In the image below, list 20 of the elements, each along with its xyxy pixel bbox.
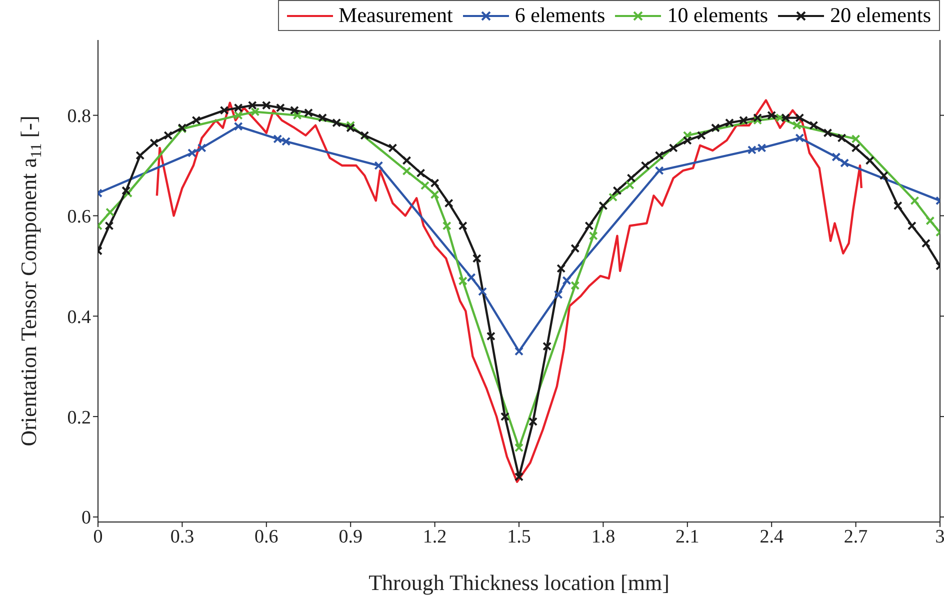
legend-label: 10 elements xyxy=(667,3,768,28)
x-tick-label: 2.4 xyxy=(760,526,784,548)
x-tick-label: 3 xyxy=(935,526,944,548)
legend-label: Measurement xyxy=(338,3,453,28)
y-tick-label: 0 xyxy=(82,508,91,529)
x-tick-label: 1.5 xyxy=(507,526,531,548)
legend-label: 20 elements xyxy=(830,3,931,28)
x-tick-label: 0.9 xyxy=(338,526,362,548)
y-tick-label: 0.4 xyxy=(67,306,92,328)
y-tick-label: 0.2 xyxy=(67,407,91,428)
x-tick-label: 0.6 xyxy=(254,526,278,548)
x-tick-label: 0.3 xyxy=(170,526,194,548)
legend-label: 6 elements xyxy=(514,3,606,28)
x-axis-title: Through Thickness location [mm] xyxy=(368,570,670,595)
y-tick-label: 0.6 xyxy=(67,206,91,228)
x-tick-label: 1.8 xyxy=(591,526,616,548)
x-tick-label: 1.2 xyxy=(422,526,447,548)
x-tick-label: 2.7 xyxy=(844,526,868,548)
y-tick-label: 0.8 xyxy=(67,106,91,128)
x-tick-label: 2.1 xyxy=(676,526,700,548)
